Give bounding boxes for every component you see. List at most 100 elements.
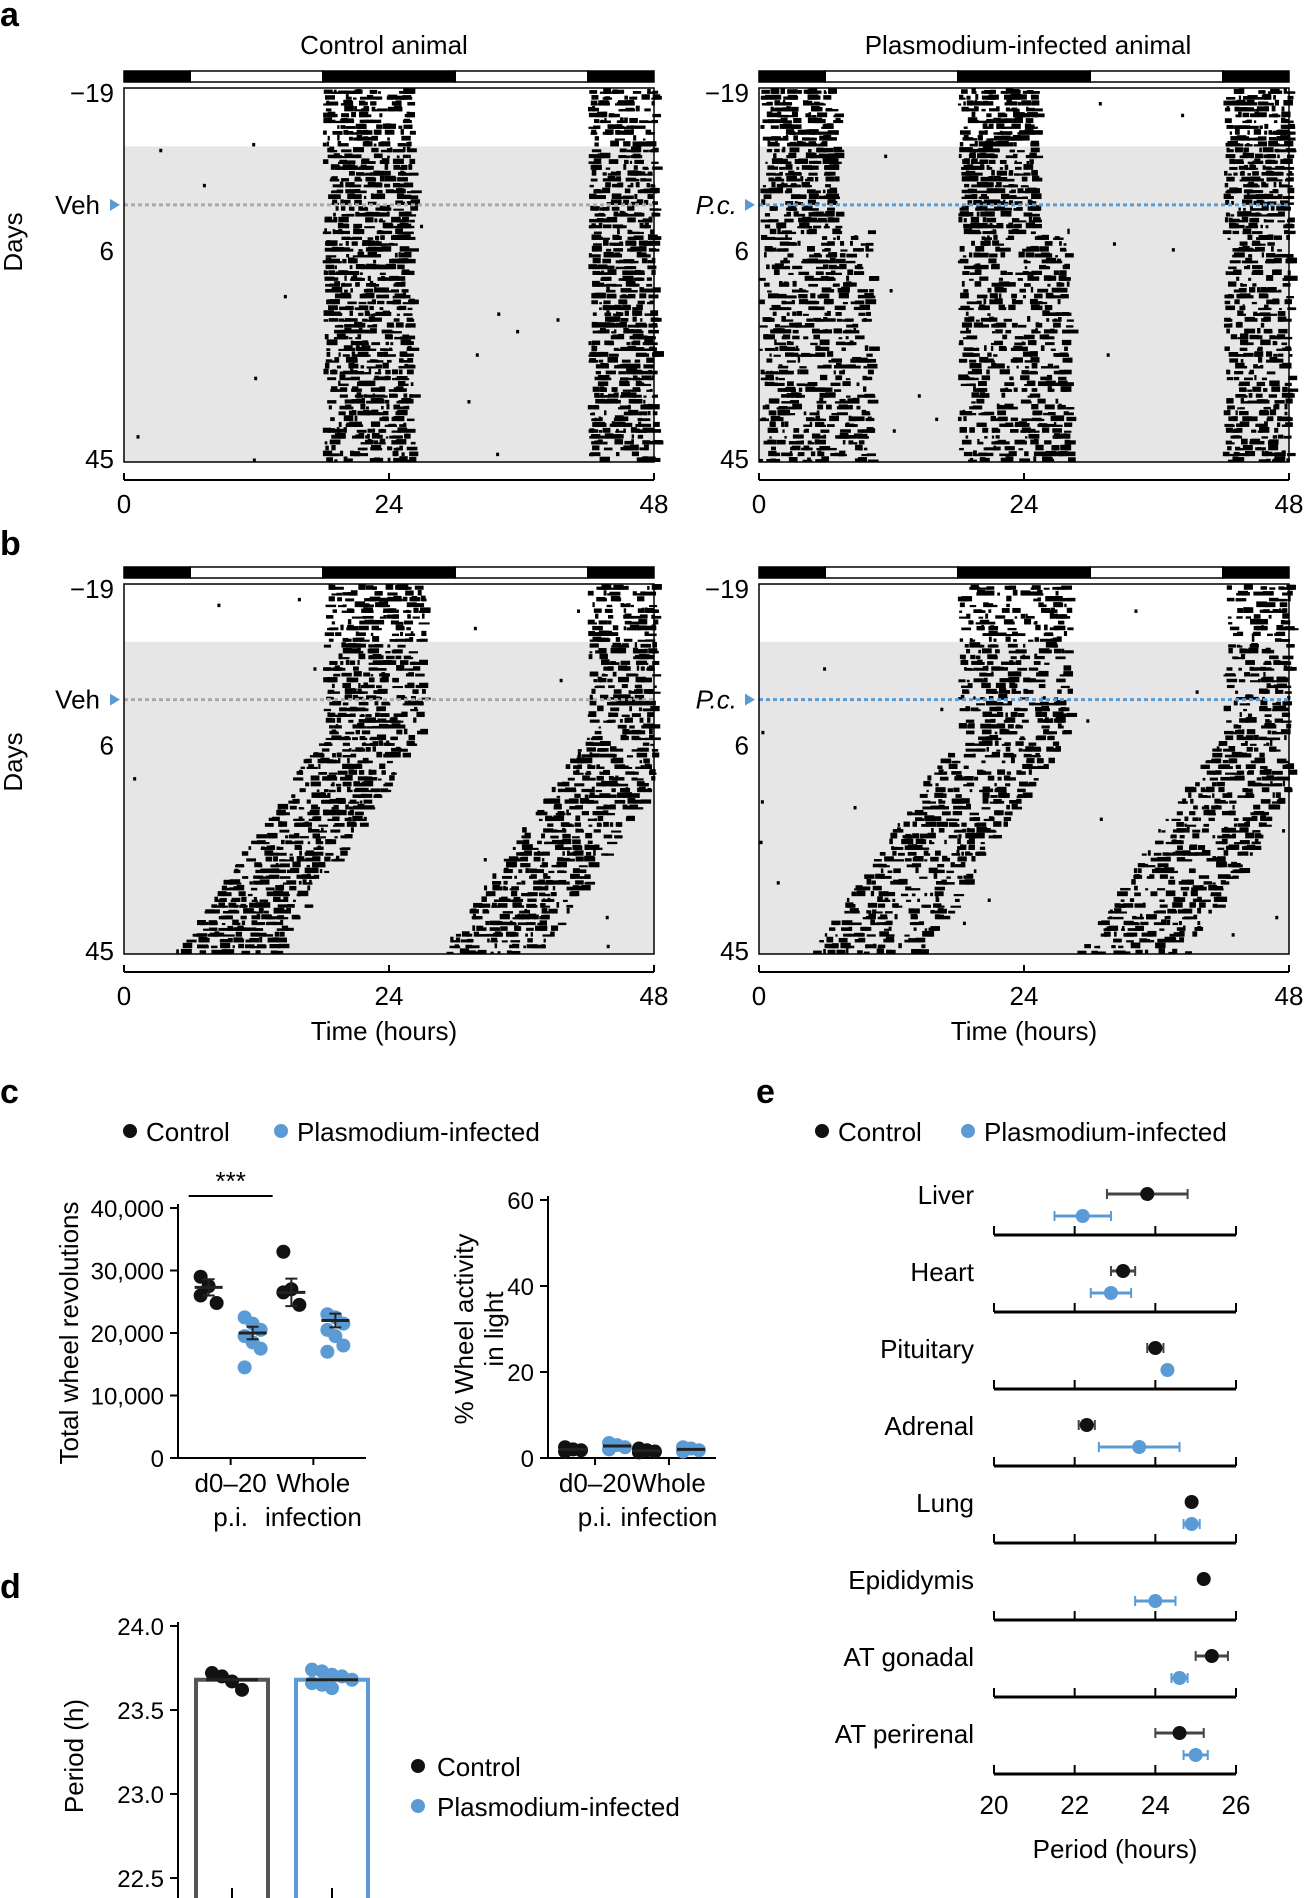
activity-bout <box>374 317 382 322</box>
activity-bout <box>1044 440 1052 445</box>
activity-bout <box>792 329 799 334</box>
activity-bout <box>783 123 792 129</box>
light-phase-segment <box>824 70 959 83</box>
activity-bout <box>1017 101 1021 106</box>
activity-bout <box>641 375 652 381</box>
activity-bout <box>360 403 366 410</box>
activity-bout <box>995 441 1005 445</box>
activity-bout <box>1226 328 1230 334</box>
activity-bout <box>631 394 642 398</box>
activity-bout <box>620 660 631 665</box>
activity-bout <box>385 290 395 293</box>
activity-bout <box>577 609 581 613</box>
activity-bout <box>776 342 787 346</box>
activity-bout <box>627 329 634 334</box>
activity-bout <box>651 614 655 619</box>
activity-bout <box>652 411 658 416</box>
activity-bout <box>393 208 404 211</box>
activity-bout <box>606 286 610 293</box>
activity-bout <box>631 451 640 457</box>
activity-bout <box>858 440 865 445</box>
activity-bout <box>612 124 620 129</box>
activity-bout <box>417 700 421 706</box>
activity-bout <box>403 376 406 381</box>
activity-bout <box>358 212 366 217</box>
activity-bout <box>1051 382 1060 387</box>
activity-bout <box>827 241 835 246</box>
activity-bout <box>376 751 383 758</box>
activity-bout <box>395 746 401 752</box>
activity-bout <box>834 305 846 311</box>
activity-bout <box>1039 266 1051 270</box>
activity-bout <box>328 318 338 322</box>
activity-bout <box>1267 201 1277 205</box>
activity-bout <box>362 254 368 258</box>
activity-bout <box>761 89 770 94</box>
activity-bout <box>618 371 627 375</box>
activity-bout <box>792 311 797 316</box>
activity-bout <box>400 339 412 346</box>
activity-bout <box>588 341 592 346</box>
activity-bout <box>773 137 779 141</box>
activity-bout <box>787 156 793 159</box>
activity-bout <box>408 195 419 200</box>
activity-bout <box>376 294 385 299</box>
activity-bout <box>764 282 770 287</box>
activity-bout <box>982 217 987 223</box>
activity-bout <box>625 666 631 671</box>
activity-bout <box>589 428 595 433</box>
activity-bout <box>1053 323 1058 328</box>
activity-bout <box>615 452 620 457</box>
activity-bout <box>653 685 657 689</box>
activity-bout <box>377 660 384 665</box>
activity-bout <box>626 342 631 346</box>
activity-bout <box>826 404 832 410</box>
activity-bout <box>1010 101 1018 106</box>
activity-bout <box>405 324 411 328</box>
activity-bout <box>1014 336 1024 340</box>
activity-bout <box>404 88 416 94</box>
activity-bout <box>1042 456 1051 462</box>
activity-bout <box>1270 275 1274 281</box>
activity-bout <box>338 655 343 660</box>
activity-bout <box>1251 301 1257 305</box>
activity-bout <box>1288 375 1298 381</box>
activity-bout <box>599 694 609 700</box>
activity-bout <box>804 428 809 433</box>
activity-bout <box>1256 365 1261 369</box>
activity-bout <box>813 254 823 258</box>
activity-bout <box>496 452 500 457</box>
activity-bout <box>623 445 633 451</box>
activity-bout <box>1225 212 1231 217</box>
activity-bout <box>1257 328 1261 334</box>
activity-bout <box>1253 190 1264 194</box>
activity-bout <box>779 345 788 351</box>
activity-bout <box>370 101 377 106</box>
activity-bout <box>354 363 359 369</box>
activity-bout <box>969 101 974 106</box>
activity-bout <box>355 211 360 217</box>
activity-bout <box>796 440 803 445</box>
activity-bout <box>791 392 799 398</box>
activity-bout <box>640 252 647 258</box>
activity-bout <box>346 119 355 124</box>
activity-bout <box>1022 351 1032 357</box>
activity-bout <box>777 228 781 235</box>
activity-bout <box>861 409 867 416</box>
activity-bout <box>1270 254 1280 258</box>
activity-bout <box>862 375 867 381</box>
activity-bout <box>353 354 360 357</box>
activity-bout <box>591 412 596 416</box>
activity-bout <box>651 317 662 322</box>
activity-bout <box>1058 282 1065 287</box>
activity-bout <box>959 410 964 416</box>
activity-bout <box>362 447 366 451</box>
activity-bout <box>348 318 358 322</box>
activity-bout <box>1019 288 1027 293</box>
activity-bout <box>619 694 631 700</box>
activity-bout <box>961 205 969 211</box>
activity-bout <box>374 254 382 258</box>
activity-bout <box>366 748 370 752</box>
activity-bout <box>358 312 364 316</box>
activity-bout <box>1020 458 1031 462</box>
